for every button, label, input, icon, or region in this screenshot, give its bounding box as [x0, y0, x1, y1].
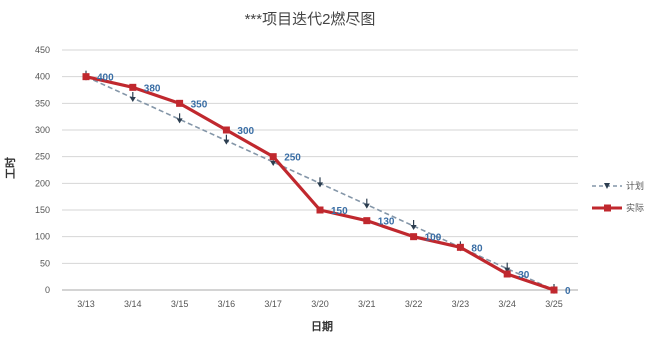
plan-point [270, 161, 277, 166]
x-tick-label: 3/23 [452, 299, 470, 309]
y-tick-label: 50 [40, 258, 50, 268]
actual-series [82, 73, 558, 294]
data-label: 350 [191, 99, 208, 110]
y-tick-label: 400 [35, 72, 50, 82]
data-label: 30 [518, 270, 530, 281]
x-tick-label: 3/22 [405, 299, 423, 309]
plan-point [129, 97, 136, 102]
x-tick-label: 3/14 [124, 299, 142, 309]
x-tick-label: 3/16 [218, 299, 236, 309]
x-tick-label: 3/25 [545, 299, 563, 309]
data-label: 0 [565, 286, 571, 297]
data-label: 400 [97, 73, 114, 84]
x-tick-label: 3/20 [311, 299, 329, 309]
y-tick-label: 0 [45, 285, 50, 295]
grid-lines [62, 49, 578, 291]
y-tick-label: 450 [35, 45, 50, 55]
x-tick-label: 3/13 [77, 299, 95, 309]
x-tick-label: 3/17 [264, 299, 282, 309]
x-tick-label: 3/15 [171, 299, 189, 309]
actual-point [316, 206, 324, 214]
x-tick-label: 3/24 [498, 299, 516, 309]
data-label: 100 [425, 233, 442, 244]
y-axis-title: 工时 [3, 157, 17, 179]
legend-actual-marker [604, 204, 611, 212]
data-label: 80 [471, 243, 483, 254]
y-tick-label: 250 [35, 152, 50, 162]
actual-point [176, 99, 184, 107]
actual-point [550, 286, 558, 294]
actual-point [129, 83, 137, 91]
data-label: 150 [331, 206, 348, 217]
plan-point [363, 203, 370, 209]
actual-point [456, 243, 464, 251]
plan-point [317, 182, 323, 188]
data-label: 300 [237, 126, 254, 137]
actual-point [410, 233, 418, 241]
plan-point [176, 118, 183, 124]
data-label: 130 [378, 217, 395, 228]
y-axis-ticks: 0 50 100 150 200 250 300 350 400 450 [35, 45, 50, 295]
data-label: 250 [284, 153, 301, 164]
chart-title: ***项目迭代2燃尽图 [245, 10, 376, 28]
x-axis-title: 日期 [311, 319, 333, 333]
y-tick-label: 200 [35, 178, 50, 188]
legend-plan-label: 计划 [626, 180, 644, 191]
data-label: 380 [144, 83, 161, 94]
x-tick-label: 3/21 [358, 299, 376, 309]
actual-point [363, 217, 371, 225]
plan-point [223, 139, 230, 145]
plan-point [410, 225, 417, 230]
y-tick-label: 100 [35, 232, 50, 242]
y-tick-label: 350 [35, 98, 50, 108]
x-axis-ticks: 3/13 3/14 3/15 3/16 3/17 3/20 3/21 3/22 3/23 3/24… [77, 299, 563, 309]
actual-point [82, 73, 90, 81]
y-tick-label: 150 [35, 205, 50, 215]
actual-point [503, 270, 511, 278]
y-tick-label: 300 [35, 125, 50, 135]
legend-actual-label: 实际 [626, 202, 644, 213]
legend-plan-marker [604, 183, 610, 189]
actual-point [269, 153, 277, 161]
plan-point [504, 267, 511, 273]
actual-point [222, 126, 230, 134]
